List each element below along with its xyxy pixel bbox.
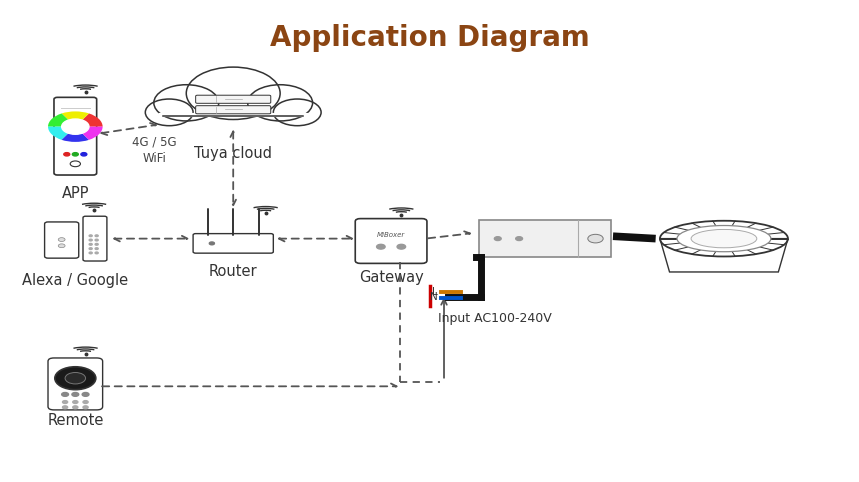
Text: Gateway: Gateway	[359, 269, 423, 284]
FancyBboxPatch shape	[196, 95, 271, 103]
FancyBboxPatch shape	[161, 96, 306, 124]
Circle shape	[58, 238, 65, 241]
FancyBboxPatch shape	[54, 97, 97, 175]
Circle shape	[376, 244, 385, 249]
FancyBboxPatch shape	[48, 358, 102, 410]
Wedge shape	[62, 127, 89, 142]
Circle shape	[145, 99, 193, 126]
Circle shape	[89, 235, 92, 237]
Wedge shape	[48, 113, 76, 127]
Circle shape	[247, 85, 313, 121]
FancyArrowPatch shape	[230, 132, 236, 205]
Circle shape	[89, 243, 92, 245]
Text: Input AC100-240V: Input AC100-240V	[438, 312, 551, 325]
Circle shape	[83, 406, 88, 409]
Circle shape	[62, 392, 69, 396]
Text: Application Diagram: Application Diagram	[270, 24, 589, 52]
FancyBboxPatch shape	[45, 222, 79, 258]
FancyBboxPatch shape	[196, 106, 271, 114]
Circle shape	[72, 392, 79, 396]
FancyArrowPatch shape	[102, 384, 397, 389]
Circle shape	[65, 373, 86, 384]
Circle shape	[63, 406, 68, 409]
Circle shape	[82, 392, 89, 396]
Text: Tuya cloud: Tuya cloud	[194, 146, 272, 161]
Circle shape	[95, 252, 98, 254]
FancyArrowPatch shape	[279, 236, 352, 241]
Circle shape	[81, 153, 87, 156]
Circle shape	[70, 161, 81, 167]
Circle shape	[95, 235, 98, 237]
FancyArrowPatch shape	[114, 236, 187, 241]
Circle shape	[55, 367, 96, 389]
FancyBboxPatch shape	[193, 234, 273, 253]
FancyArrowPatch shape	[428, 231, 470, 238]
Polygon shape	[660, 239, 788, 272]
FancyBboxPatch shape	[83, 216, 107, 261]
Circle shape	[588, 234, 603, 243]
Circle shape	[495, 237, 501, 241]
Circle shape	[58, 244, 65, 248]
Wedge shape	[76, 113, 102, 127]
Text: L: L	[432, 286, 438, 296]
Circle shape	[186, 67, 280, 120]
Circle shape	[89, 252, 92, 254]
Text: Remote: Remote	[47, 414, 103, 428]
Wedge shape	[62, 111, 89, 127]
Wedge shape	[48, 127, 76, 140]
Text: MiBoxer: MiBoxer	[377, 232, 405, 238]
Wedge shape	[76, 127, 102, 140]
Circle shape	[397, 244, 405, 249]
Circle shape	[95, 248, 98, 250]
Circle shape	[62, 119, 89, 134]
Circle shape	[95, 243, 98, 245]
FancyArrowPatch shape	[101, 123, 156, 135]
Text: APP: APP	[62, 186, 89, 201]
FancyBboxPatch shape	[356, 219, 427, 263]
Ellipse shape	[691, 229, 757, 248]
Circle shape	[273, 99, 321, 126]
Circle shape	[210, 242, 215, 245]
Circle shape	[63, 401, 68, 403]
Text: 4G / 5G
WiFi: 4G / 5G WiFi	[132, 135, 177, 165]
Text: Router: Router	[209, 264, 258, 279]
Circle shape	[83, 401, 88, 403]
Ellipse shape	[677, 226, 771, 252]
Circle shape	[64, 153, 70, 156]
Circle shape	[73, 401, 78, 403]
Circle shape	[72, 153, 78, 156]
Text: N: N	[430, 292, 438, 302]
Bar	[478, 220, 611, 257]
Circle shape	[73, 406, 78, 409]
Circle shape	[515, 237, 522, 241]
Circle shape	[95, 239, 98, 241]
Circle shape	[154, 85, 219, 121]
Circle shape	[89, 248, 92, 250]
Text: Alexa / Google: Alexa / Google	[22, 273, 128, 288]
Circle shape	[89, 239, 92, 241]
